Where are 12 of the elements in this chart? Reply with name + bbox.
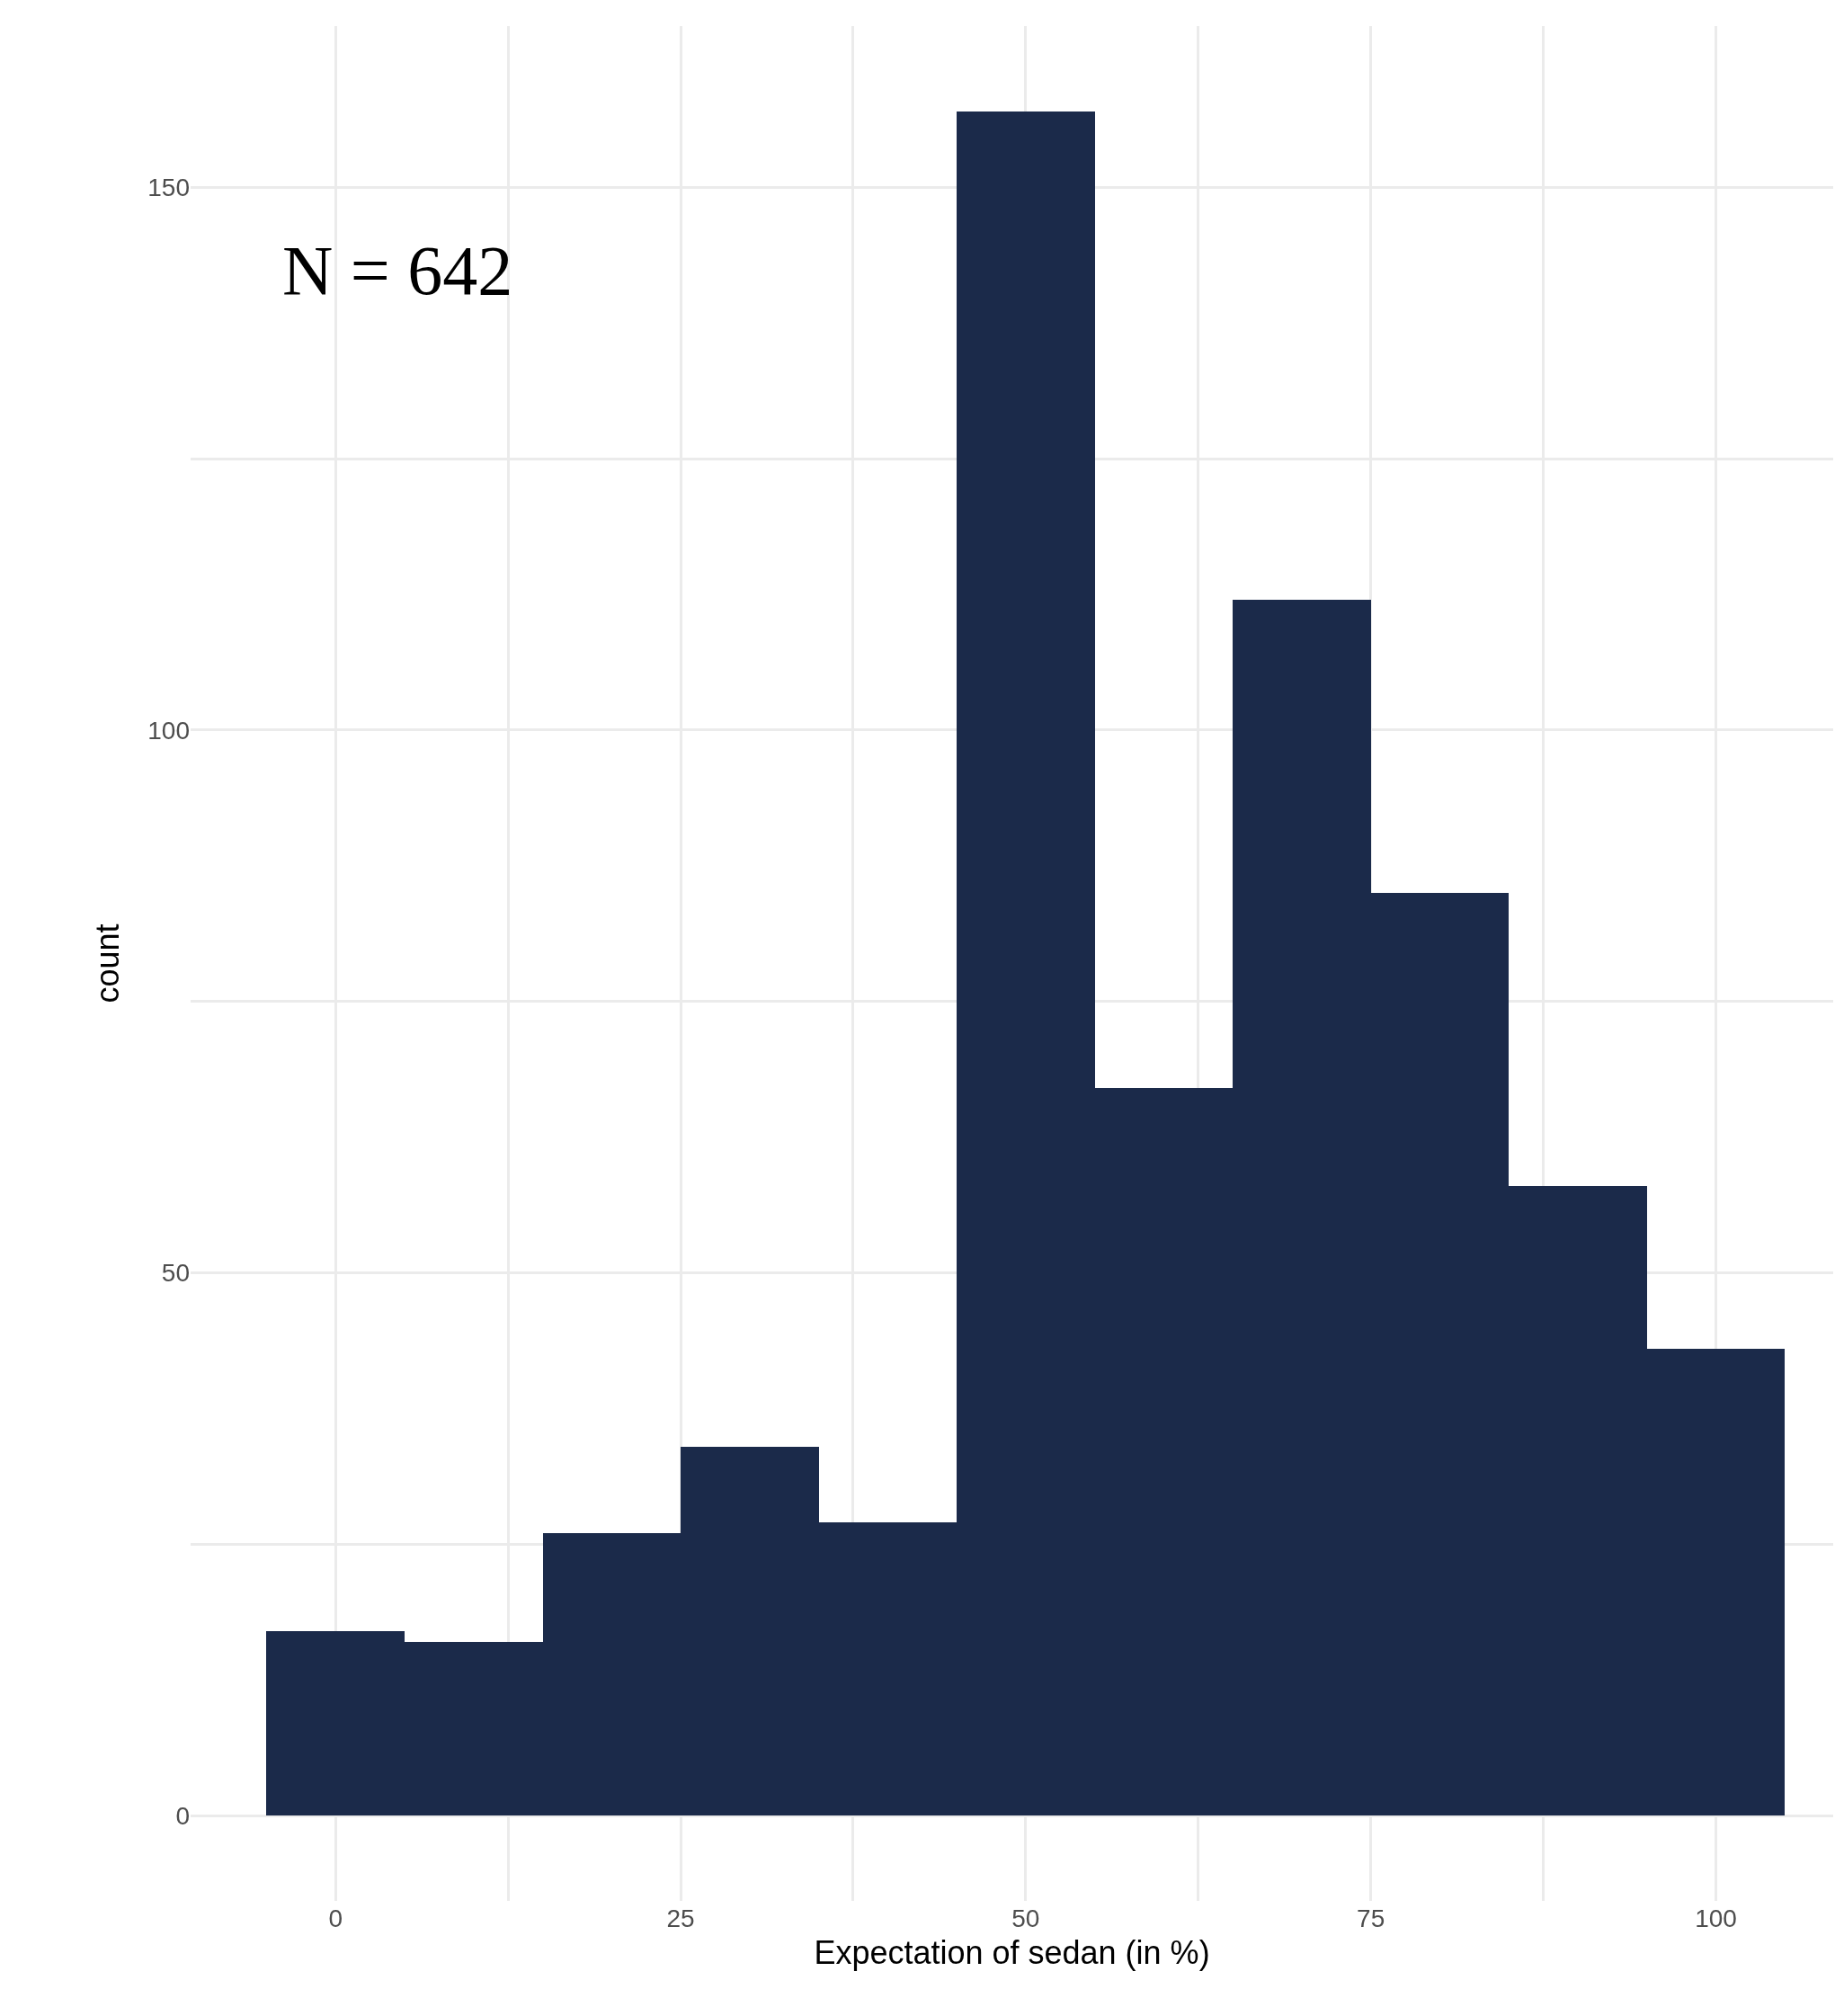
- x-axis-title: Expectation of sedan (in %): [814, 1933, 1210, 1971]
- x-tick-label: 0: [328, 1904, 343, 1932]
- annotation: N = 642: [282, 231, 513, 309]
- x-tick-label: 50: [1011, 1904, 1040, 1932]
- y-tick-label: 100: [147, 716, 190, 745]
- y-tick-label: 150: [147, 174, 190, 202]
- y-tick-label: 0: [175, 1802, 190, 1831]
- y-tick-label: 50: [161, 1259, 190, 1288]
- x-tick-label: 25: [666, 1904, 695, 1932]
- x-tick-label: 75: [1357, 1904, 1385, 1932]
- y-axis-title: count: [89, 923, 127, 1004]
- x-tick-label: 100: [1695, 1904, 1737, 1932]
